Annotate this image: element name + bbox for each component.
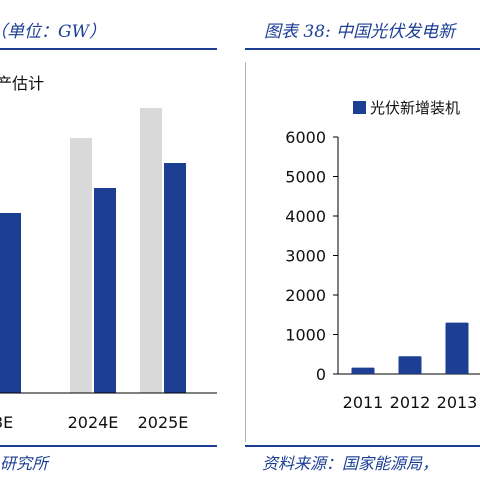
right-y-tick-label: 1000 xyxy=(285,326,326,345)
bar-gray-2025E xyxy=(140,108,162,393)
left-x-tick-label: 2025E xyxy=(138,413,189,432)
left-chart-subtitle: 产估计 xyxy=(0,74,45,93)
bar-pv-installed-2012 xyxy=(398,356,422,374)
left-x-tick-label: 2024E xyxy=(68,413,119,432)
right-header-rule xyxy=(245,48,480,50)
right-y-tick-label: 3000 xyxy=(285,247,326,266)
right-y-tick-label: 4000 xyxy=(285,207,326,226)
right-chart-caption: 图表 38: 中国光伏发电新 xyxy=(264,22,456,42)
left-chart-caption: （单位：GW） xyxy=(0,22,107,42)
bar-blue-2023E xyxy=(0,213,21,393)
right-y-tick-label: 2000 xyxy=(285,286,326,305)
bar-blue-2024E xyxy=(94,188,116,393)
right-chart-frame-left xyxy=(245,62,246,442)
right-source-note: 资料来源：国家能源局， xyxy=(262,454,439,473)
right-y-tick-label: 5000 xyxy=(285,168,326,187)
right-y-tick-label: 0 xyxy=(316,365,326,384)
legend-swatch-pv-installed xyxy=(353,101,366,114)
bar-pv-installed-2011 xyxy=(351,367,375,374)
bar-gray-2024E xyxy=(70,138,92,393)
right-x-tick-label: 2011 xyxy=(343,393,384,412)
left-header-rule xyxy=(0,48,217,50)
left-x-tick-label: 23E xyxy=(0,413,13,432)
left-source-note: 研究所 xyxy=(0,454,49,473)
right-footer-rule xyxy=(245,445,480,447)
bar-pv-installed-2013 xyxy=(445,322,469,374)
left-footer-rule xyxy=(0,445,217,447)
bar-blue-2025E xyxy=(164,163,186,393)
right-y-tick-label: 6000 xyxy=(285,128,326,147)
right-x-tick-label: 2012 xyxy=(390,393,431,412)
right-x-tick-label: 2013 xyxy=(437,393,478,412)
legend-label-pv-installed: 光伏新增装机 xyxy=(370,99,461,117)
